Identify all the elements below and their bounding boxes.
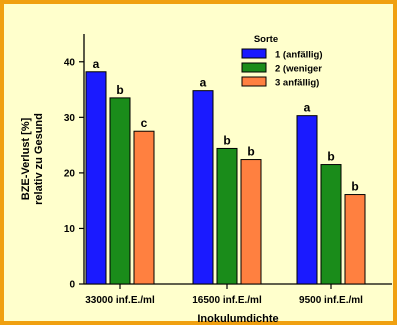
significance-label: a — [93, 57, 100, 71]
y-tick-label: 30 — [64, 113, 76, 124]
legend-label: 3 anfällig) — [275, 78, 319, 89]
legend-label: 1 (anfällig) — [275, 50, 323, 61]
x-tick-label: 16500 inf.E./ml — [192, 295, 262, 306]
x-tick-label: 9500 inf.E./ml — [299, 295, 363, 306]
significance-label: b — [327, 150, 334, 164]
significance-label: b — [223, 133, 230, 147]
legend: Sorte 1 (anfällig) 2 (weniger 3 anfällig) — [241, 34, 323, 89]
bar — [85, 71, 107, 285]
bars — [85, 71, 366, 285]
bar — [320, 164, 342, 285]
y-axis-subtitle: relativ zu Gesund — [33, 113, 45, 205]
bar — [216, 147, 238, 285]
y-tick-label: 0 — [69, 280, 75, 291]
legend-label: 2 (weniger — [275, 64, 322, 75]
bar — [344, 194, 366, 285]
bar — [296, 115, 318, 285]
y-tick-label: 10 — [64, 224, 76, 235]
significance-label: c — [141, 116, 148, 130]
significance-label: b — [116, 83, 123, 97]
bar — [240, 159, 262, 285]
legend-swatch — [241, 48, 267, 59]
bar-chart: 0 10 20 30 40 33000 inf.E./ml 16500 inf.E./ml 9… — [20, 34, 392, 325]
significance-label: a — [200, 76, 207, 90]
significance-labels: a b c a b b a b b — [93, 57, 359, 194]
y-axis-title: BZE-Verlust [%] — [20, 117, 32, 200]
bar — [109, 97, 131, 285]
significance-label: b — [351, 180, 358, 194]
axis-titles: Inokulumdichte BZE-Verlust [%] relativ zu … — [20, 113, 279, 325]
legend-title: Sorte — [254, 34, 278, 45]
legend-swatch — [241, 62, 267, 73]
x-axis-title: Inokulumdichte — [197, 313, 278, 325]
x-tick-label: 33000 inf.E./ml — [85, 295, 155, 306]
y-tick-label: 40 — [64, 57, 76, 68]
y-tick-label: 20 — [64, 168, 76, 179]
significance-label: a — [304, 101, 311, 115]
legend-swatch — [241, 76, 267, 87]
bar — [133, 130, 155, 285]
bar — [192, 90, 214, 285]
significance-label: b — [247, 145, 254, 159]
